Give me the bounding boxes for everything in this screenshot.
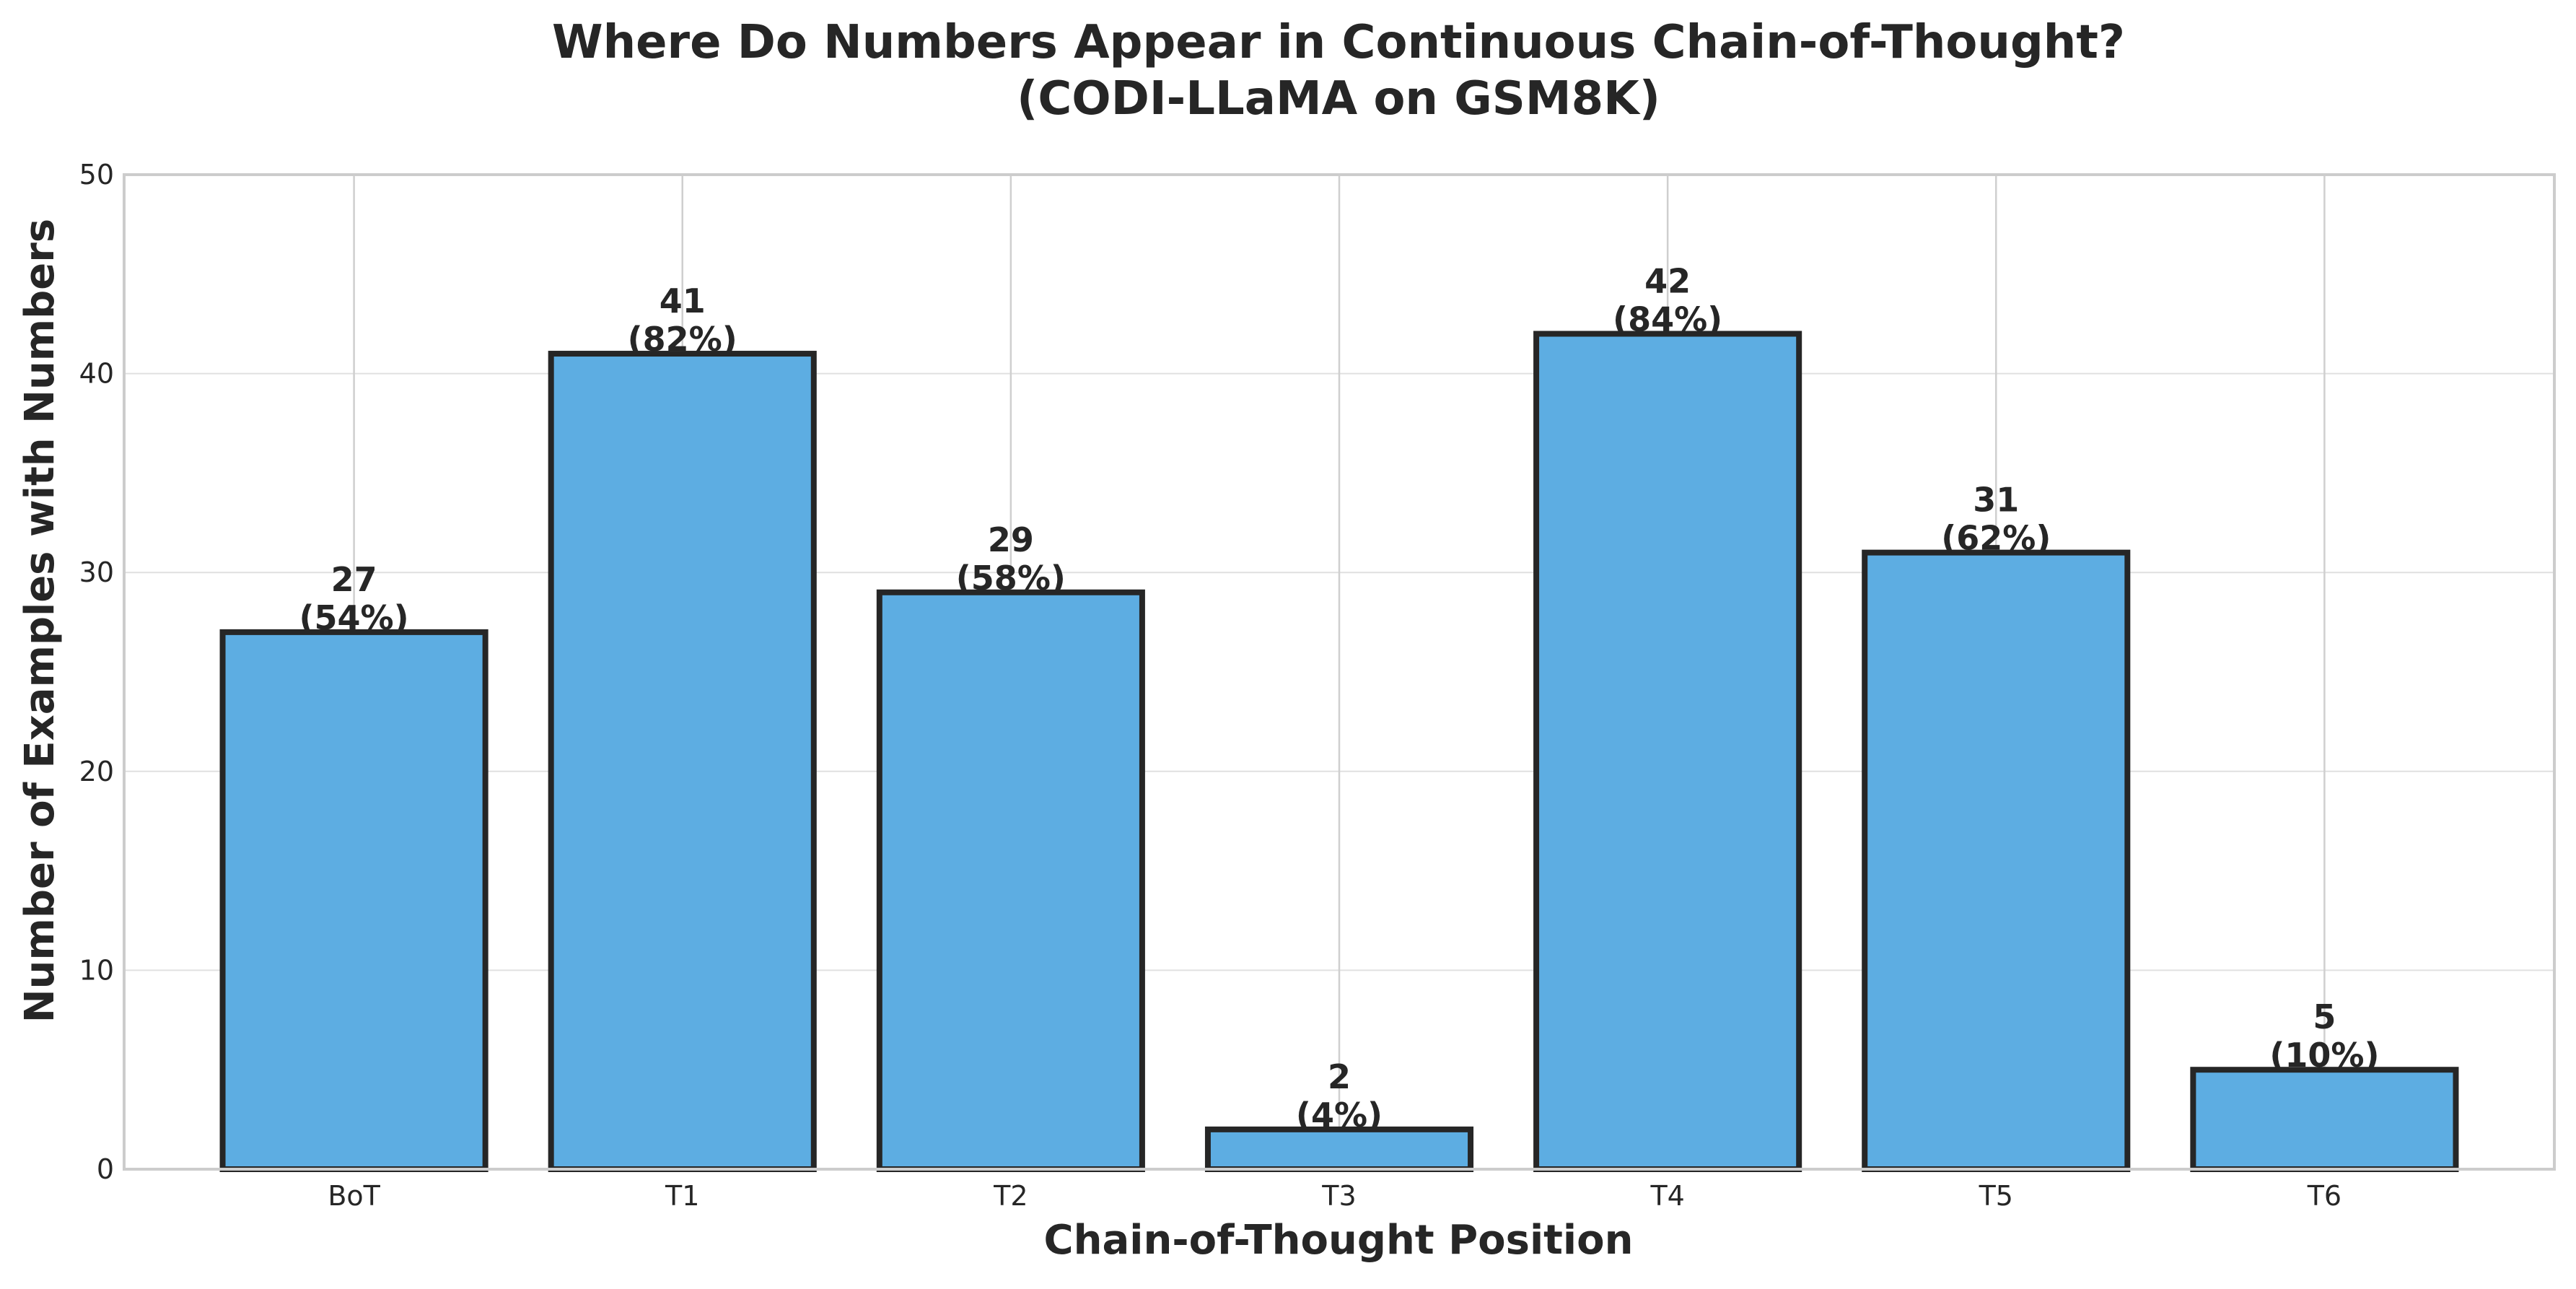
x-tick-label: T6: [2307, 1180, 2341, 1212]
x-tick-label: BoT: [328, 1180, 380, 1212]
data-label-percent: (62%): [1941, 519, 2051, 558]
y-tick-label: 40: [79, 358, 114, 390]
bar-t6: [2190, 1067, 2459, 1172]
data-label-count: 27: [331, 560, 377, 599]
data-label-count: 41: [660, 281, 706, 320]
bar-t3: [1204, 1126, 1474, 1173]
data-label-percent: (10%): [2269, 1036, 2379, 1075]
data-label-count: 42: [1644, 261, 1691, 300]
data-label-count: 5: [2313, 997, 2336, 1036]
data-label-count: 2: [1328, 1057, 1351, 1096]
x-tick-label: T4: [1650, 1180, 1684, 1212]
x-tick-label: T5: [1979, 1180, 2013, 1212]
y-tick-label: 20: [79, 756, 114, 787]
plot-area: 27(54%) 41(82%) 29(58%) 2(4%) 42(84%) 31(62%)…: [79, 159, 2556, 1212]
plot-frame: [123, 173, 2556, 1171]
bar-t5: [1862, 549, 2131, 1172]
y-tick-label: 10: [79, 954, 114, 986]
bar-bot: [219, 629, 489, 1172]
y-tick-label: 50: [79, 159, 114, 191]
data-label-percent: (4%): [1296, 1096, 1383, 1135]
x-tick-label: T1: [665, 1180, 699, 1212]
y-tick-label: 0: [97, 1153, 114, 1185]
data-label-percent: (84%): [1613, 300, 1722, 338]
data-label-count: 29: [988, 520, 1034, 559]
data-label-count: 31: [1973, 481, 2019, 520]
y-axis-label: Number of Examples with Numbers: [17, 219, 63, 1023]
bar-t4: [1533, 331, 1802, 1173]
data-label-percent: (82%): [628, 320, 737, 359]
x-axis-label: Chain-of-Thought Position: [1044, 1217, 1634, 1264]
bar-t2: [876, 589, 1145, 1172]
chart-subtitle: (CODI-LLaMA on GSM8K): [1017, 72, 1660, 126]
y-tick-label: 30: [79, 556, 114, 588]
data-label-percent: (58%): [956, 559, 1066, 598]
x-tick-label: T2: [993, 1180, 1028, 1212]
x-tick-label: T3: [1321, 1180, 1356, 1212]
chart-title: Where Do Numbers Appear in Continuous Ch…: [552, 16, 2125, 69]
bar-t1: [548, 351, 817, 1172]
data-label-percent: (54%): [299, 598, 409, 637]
